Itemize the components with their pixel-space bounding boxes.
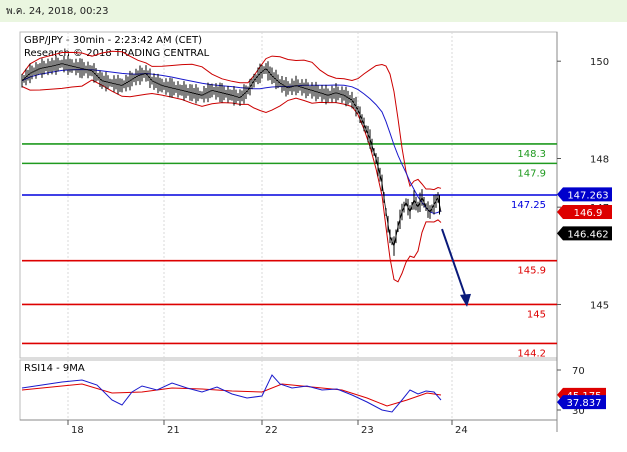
price-tags: 147.263 146.9 146.462: [557, 187, 612, 241]
rsi-tag-text-1: 37.837: [567, 398, 602, 409]
x-axis-ticks: 18 21 22 23 24: [67, 420, 468, 436]
upper-band: [21, 50, 442, 191]
rsi-tick-label-0: 70: [572, 366, 585, 377]
y-tick-label-3: 145: [590, 300, 609, 311]
x-tick-label-2: 22: [265, 425, 278, 436]
x-tick-label-1: 21: [167, 425, 180, 436]
level-label-4: 145: [527, 309, 546, 320]
price-tag-bg-1: [557, 205, 612, 220]
level-label-1: 147.9: [517, 168, 546, 179]
price-tag-bg-0: [557, 187, 612, 202]
x-tick-label-4: 24: [455, 425, 468, 436]
y-tick-label-0: 150: [590, 57, 609, 68]
levels-layer: 148.3 147.9 147.25 145.9 145 144.2: [22, 143, 557, 359]
forecast-arrow-head: [460, 293, 471, 307]
y-tick-label-1: 148: [590, 155, 609, 166]
level-label-3: 145.9: [517, 266, 546, 277]
lower-band: [21, 79, 442, 283]
price-series: [21, 55, 442, 256]
price-line: [21, 63, 442, 248]
rsi-tick-label-1: 30: [572, 406, 585, 417]
level-label-2: 147.25: [511, 200, 546, 211]
price-tag-text-1: 146.9: [574, 208, 603, 219]
x-tick-label-3: 23: [361, 425, 374, 436]
y-axis-ticks: 150148147145: [557, 57, 609, 311]
rsi-ma-line: [21, 383, 442, 407]
rsi-title: RSI14 - 9MA: [24, 363, 85, 374]
price-tag-text-0: 147.263: [567, 190, 608, 201]
date-header: พ.ค. 24, 2018, 00:23: [0, 0, 627, 22]
forecast-arrow-shaft: [441, 228, 468, 302]
date-text: พ.ค. 24, 2018, 00:23: [6, 6, 109, 17]
chart-title: GBP/JPY - 30min - 2:23:42 AM (CET): [24, 35, 202, 46]
price-tag-bg-2: [557, 226, 612, 241]
price-tag-text-2: 146.462: [567, 229, 608, 240]
level-label-5: 144.2: [517, 348, 546, 359]
chart-subtitle: Research © 2018 TRADING CENTRAL: [24, 48, 210, 59]
forecast-arrow: [441, 228, 471, 307]
rsi-line: [21, 374, 442, 413]
rsi-panel: RSI14 - 9MA 703045.17537.837: [21, 363, 606, 417]
grid-layer: [67, 32, 453, 420]
x-tick-label-0: 18: [71, 425, 84, 436]
rsi-tag-bg-1: [557, 395, 606, 410]
level-label-0: 148.3: [517, 149, 546, 160]
